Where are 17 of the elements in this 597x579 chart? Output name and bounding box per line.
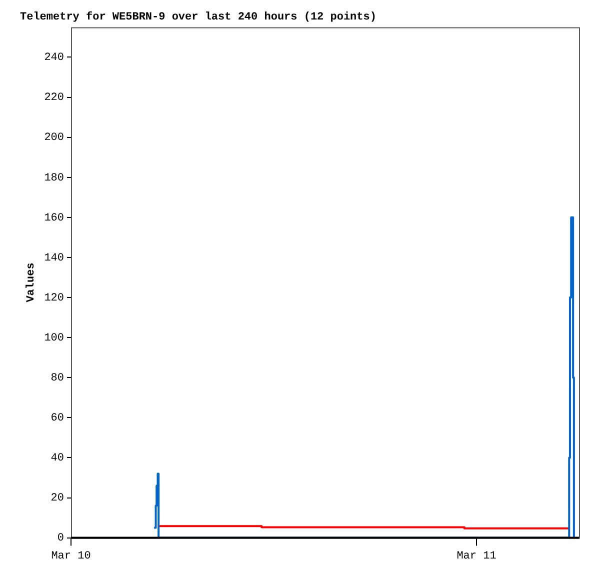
chart-title: Telemetry for WE5BRN-9 over last 240 hours (12 points) xyxy=(20,10,376,24)
y-tick-label: 0 xyxy=(57,532,64,545)
y-tick-label: 60 xyxy=(50,412,64,425)
y-tick-label: 160 xyxy=(44,212,64,224)
y-tick-label: 220 xyxy=(44,92,64,104)
y-tick-label: 40 xyxy=(50,452,64,465)
x-tick-label: Mar 10 xyxy=(51,550,91,562)
y-tick-label: 120 xyxy=(44,292,64,304)
y-tick-label: 240 xyxy=(44,52,64,64)
y-tick-label: 140 xyxy=(44,252,64,264)
y-tick-label: 80 xyxy=(50,372,64,385)
y-tick-label: 20 xyxy=(50,492,64,505)
y-tick-label: 200 xyxy=(44,132,64,144)
y-axis-title: Values xyxy=(25,262,38,302)
y-tick-label: 100 xyxy=(44,332,64,344)
x-tick-label: Mar 11 xyxy=(456,550,497,562)
y-tick-label: 180 xyxy=(44,172,64,184)
